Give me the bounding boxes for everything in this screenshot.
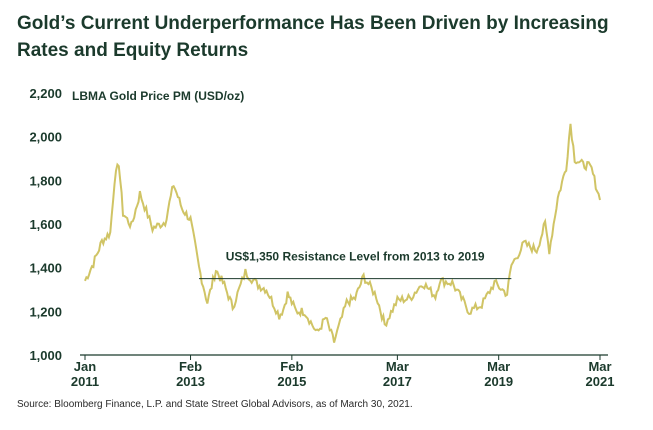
y-tick-label: 1,000 — [29, 348, 62, 363]
x-tick-label-top: Feb — [179, 359, 202, 374]
x-tick-label-top: Mar — [487, 359, 510, 374]
resistance-annotation: US$1,350 Resistance Level from 2013 to 2… — [226, 250, 485, 264]
x-tick-label-bottom: 2017 — [383, 374, 412, 389]
source-note: Source: Bloomberg Finance, L.P. and Stat… — [17, 399, 413, 410]
x-tick-label-bottom: 2021 — [586, 374, 615, 389]
y-tick-label: 2,200 — [29, 86, 62, 101]
x-ticks: Jan2011Feb2013Feb2015Mar2017Mar2019Mar20… — [71, 355, 615, 389]
x-tick-label-top: Mar — [386, 359, 409, 374]
x-tick-label-top: Jan — [74, 359, 96, 374]
x-tick-label-bottom: 2013 — [176, 374, 205, 389]
x-tick-label-bottom: 2011 — [71, 374, 99, 389]
x-tick-label-bottom: 2019 — [484, 374, 513, 389]
x-tick-label-top: Mar — [588, 359, 611, 374]
y-tick-label: 2,000 — [29, 130, 62, 145]
gold-price-chart: LBMA Gold Price PM (USD/oz) 1,0001,2001,… — [29, 86, 615, 389]
y-tick-label: 1,600 — [29, 217, 62, 232]
y-tick-label: 1,800 — [29, 173, 62, 188]
y-tick-label: 1,200 — [29, 304, 62, 319]
chart-title: Gold’s Current Underperformance Has Been… — [17, 13, 609, 61]
x-tick-label-bottom: 2015 — [277, 374, 306, 389]
gold-price-line — [84, 123, 601, 343]
y-ticks: 1,000 1,200 1,400 1,600 1,800 2,000 2,200 — [29, 86, 62, 363]
y-axis-label: LBMA Gold Price PM (USD/oz) — [72, 89, 244, 103]
x-tick-label-top: Feb — [280, 359, 303, 374]
y-tick-label: 1,400 — [29, 261, 62, 276]
